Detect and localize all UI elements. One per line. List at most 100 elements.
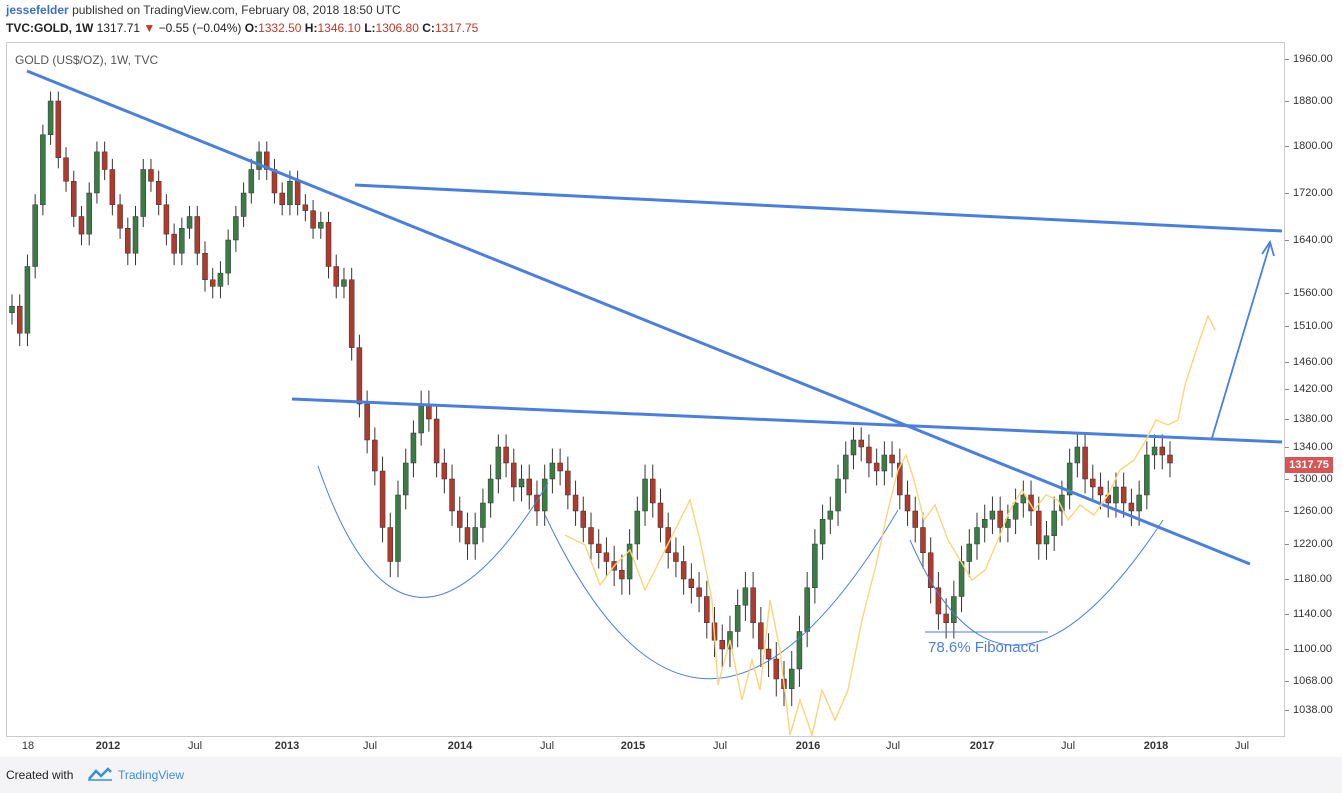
- price-tick-label: 1460.00: [1285, 356, 1333, 368]
- price-tick-label: 1560.00: [1285, 287, 1333, 299]
- time-tick-label: 2016: [795, 740, 821, 752]
- candle: [47, 100, 54, 135]
- candle: [1113, 486, 1119, 504]
- tradingview-logo-icon[interactable]: [88, 767, 112, 781]
- price-axis[interactable]: 1960.00 1880.00 1800.00 1720.00 1640.00 1560.…: [1285, 42, 1342, 737]
- time-tick-label: 2015: [620, 740, 646, 752]
- upper-resistance-line: [354, 183, 1283, 233]
- candle: [341, 279, 347, 287]
- price-tick-label: 1180.00: [1285, 573, 1332, 585]
- down-arrow-icon: ▼: [143, 21, 156, 35]
- target-arrow-head: [1261, 239, 1275, 257]
- candle: [1128, 502, 1135, 512]
- candle: [125, 228, 131, 254]
- candle: [719, 640, 725, 650]
- close-value: 1317.75: [434, 21, 479, 35]
- candles-group: [9, 91, 1173, 707]
- candle: [379, 470, 386, 528]
- candle: [981, 519, 988, 528]
- candle: [912, 510, 918, 528]
- candle: [866, 446, 872, 464]
- candle: [989, 510, 996, 520]
- candle: [356, 347, 363, 405]
- candle: [518, 478, 525, 488]
- candle: [796, 631, 803, 670]
- ticker-symbol: TVC:GOLD, 1W: [6, 21, 94, 35]
- candle: [348, 279, 355, 348]
- candle: [765, 648, 772, 660]
- price-tick-label: 1100.00: [1285, 643, 1332, 655]
- publisher-header: jessefelder published on TradingView.com…: [6, 2, 401, 19]
- cup-arc-2: [544, 509, 899, 680]
- price-tick-label: 1880.00: [1285, 95, 1333, 107]
- candle: [511, 462, 517, 488]
- price-tick-label: 1220.00: [1285, 538, 1333, 550]
- candle: [217, 272, 224, 287]
- price-tick-label: 1068.00: [1285, 675, 1333, 687]
- candle: [1144, 454, 1150, 496]
- candle: [40, 134, 46, 205]
- candle: [32, 204, 38, 267]
- candle: [526, 478, 532, 496]
- candle: [1074, 446, 1081, 464]
- candle: [541, 478, 548, 512]
- cup-arc-1: [317, 465, 549, 598]
- candle: [680, 561, 687, 580]
- open-value: 1332.50: [258, 21, 302, 35]
- candle: [1151, 446, 1158, 456]
- candle: [742, 587, 749, 606]
- candle: [951, 596, 957, 623]
- close-label: C:: [422, 21, 435, 35]
- candle: [1051, 510, 1057, 536]
- candle: [897, 462, 903, 496]
- candle: [704, 596, 710, 623]
- candle: [974, 527, 980, 545]
- time-axis[interactable]: 18 2012 Jul 2013 Jul 2014 Jul 2015 Jul 2016 Jul 201…: [6, 737, 1285, 757]
- candle: [410, 432, 417, 464]
- chart-title: GOLD (US$/OZ), 1W, TVC: [15, 53, 159, 67]
- candle: [294, 181, 301, 205]
- candle: [9, 305, 15, 314]
- time-tick-label: 2018: [1143, 740, 1169, 752]
- candle: [549, 462, 556, 480]
- price-tick-label: 1800.00: [1285, 140, 1333, 152]
- candle: [387, 527, 394, 562]
- price-tick-label: 1300.00: [1285, 473, 1333, 485]
- candle: [642, 478, 648, 512]
- chart-plot-area[interactable]: [6, 42, 1285, 737]
- time-tick-label: Jul: [885, 740, 901, 752]
- candle: [1097, 486, 1104, 496]
- candle: [225, 239, 231, 274]
- candle: [372, 439, 378, 472]
- candle: [943, 613, 949, 623]
- candle: [472, 527, 478, 545]
- time-tick-label: 2012: [95, 740, 121, 752]
- author-link[interactable]: jessefelder: [6, 3, 69, 17]
- candle: [1020, 494, 1027, 504]
- price-tick-label: 1260.00: [1285, 505, 1333, 517]
- candle: [1159, 446, 1166, 456]
- candle: [935, 587, 942, 615]
- candle: [565, 470, 571, 496]
- time-tick-label: 18: [21, 740, 35, 752]
- candle: [171, 233, 177, 254]
- candle: [16, 305, 23, 334]
- candle: [773, 658, 780, 680]
- candle: [318, 222, 324, 229]
- candle: [657, 502, 664, 528]
- price-tick-label: 1420.00: [1285, 383, 1333, 395]
- candle: [155, 181, 162, 205]
- tradingview-link[interactable]: TradingView: [118, 768, 185, 782]
- candle: [1036, 510, 1042, 545]
- open-label: O:: [244, 21, 259, 35]
- candle: [279, 192, 285, 205]
- candle: [78, 216, 85, 235]
- candle: [873, 462, 880, 472]
- candle: [920, 527, 926, 553]
- candle: [63, 157, 69, 182]
- candle: [148, 169, 154, 182]
- ticker-change: −0.55 (−0.04%): [158, 21, 242, 35]
- candle: [580, 510, 587, 528]
- candle: [534, 494, 540, 512]
- candle: [194, 216, 201, 254]
